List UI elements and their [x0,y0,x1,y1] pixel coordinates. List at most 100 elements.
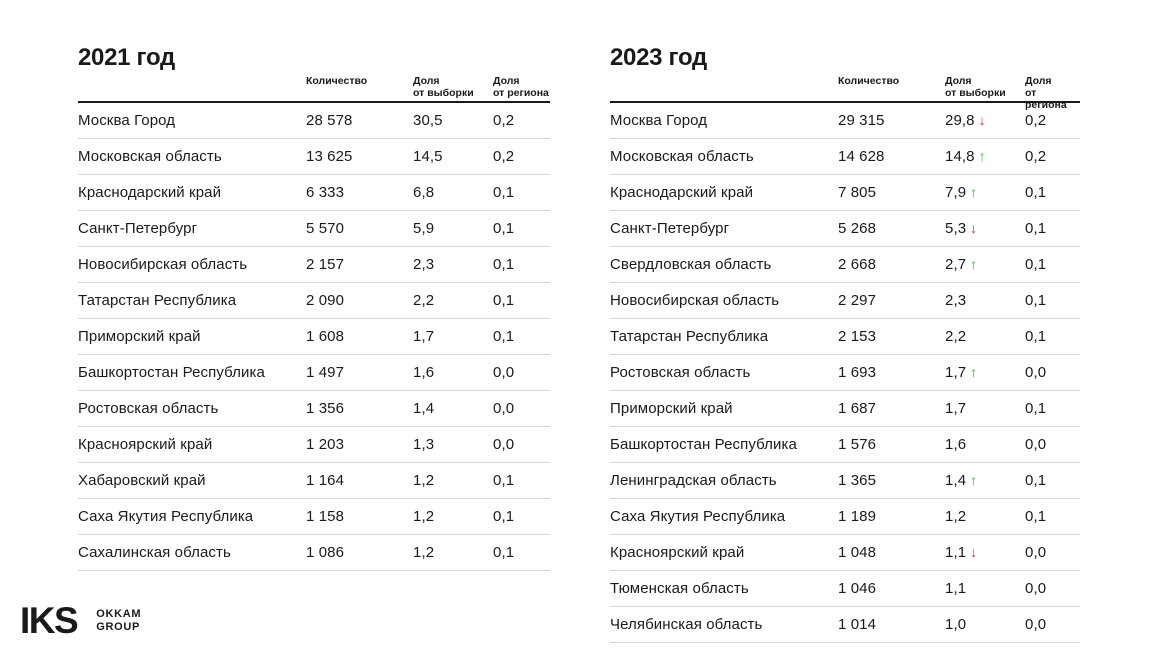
region-share-value: 0,1 [493,256,515,273]
trend-up-icon: ↑ [970,256,978,272]
share-value: 7,9 [945,184,967,201]
table-title-2023: 2023 год [610,44,707,71]
table-row: Ростовская область 1 356 1,4 0,0 [78,391,550,427]
share-value: 2,7 [945,256,967,273]
trend-up-icon: ↑ [978,148,986,164]
quantity-value: 5 268 [838,220,877,237]
region-name: Санкт-Петербург [78,220,198,237]
trend-down-icon: ↓ [970,220,978,236]
quantity-value: 1 086 [306,544,345,561]
share-value: 1,7 [945,364,967,381]
quantity-value: 2 668 [838,256,877,273]
region-share-value: 0,1 [493,508,515,525]
region-name: Ростовская область [78,400,219,417]
quantity-value: 1 164 [306,472,345,489]
region-share-value: 0,1 [1025,508,1047,525]
share-value: 1,2 [413,544,435,561]
iks-logo: IKS [20,600,79,641]
region-share-value: 0,0 [493,364,515,381]
region-name: Краснодарский край [610,184,754,201]
share-value: 1,4 [413,400,435,417]
table-row: Саха Якутия Республика 1 189 1,2 0,1 [610,499,1080,535]
column-header-share-region: Доля от региона [493,75,549,99]
column-header-share-sample: Доля от выборки [945,75,1006,99]
region-name: Новосибирская область [610,292,780,309]
quantity-value: 14 628 [838,148,885,165]
quantity-value: 2 157 [306,256,345,273]
region-name: Санкт-Петербург [610,220,730,237]
table-2023: 2023 год Количество Доля от выборки Доля… [610,44,1080,643]
region-name: Татарстан Республика [610,328,769,345]
share-value: 1,1 [945,544,967,561]
region-share-value: 0,1 [493,544,515,561]
table-row: Приморский край 1 608 1,7 0,1 [78,319,550,355]
trend-up-icon: ↑ [970,184,978,200]
share-value: 1,7 [945,400,967,417]
quantity-value: 1 497 [306,364,345,381]
quantity-value: 1 356 [306,400,345,417]
table-row: Саха Якутия Республика 1 158 1,2 0,1 [78,499,550,535]
region-share-value: 0,0 [1025,580,1047,597]
region-name: Красноярский край [78,436,213,453]
quantity-value: 1 203 [306,436,345,453]
share-value: 1,2 [945,508,967,525]
table-2021: 2021 год Количество Доля от выборки Доля… [78,44,550,571]
quantity-value: 1 608 [306,328,345,345]
table-row: Свердловская область 2 668 2,7 ↑ 0,1 [610,247,1080,283]
region-name: Башкортостан Республика [610,436,797,453]
quantity-value: 1 014 [838,616,877,633]
quantity-value: 2 153 [838,328,877,345]
share-value: 2,3 [945,292,967,309]
trend-down-icon: ↓ [978,112,986,128]
quantity-value: 1 158 [306,508,345,525]
column-header-quantity: Количество [838,75,900,87]
region-name: Новосибирская область [78,256,248,273]
share-value: 1,2 [413,508,435,525]
table-header-2021: Количество Доля от выборки Доля от регио… [78,75,550,103]
region-share-value: 0,1 [1025,220,1047,237]
table-row: Ростовская область 1 693 1,7 ↑ 0,0 [610,355,1080,391]
region-share-value: 0,1 [493,220,515,237]
table-row: Санкт-Петербург 5 268 5,3 ↓ 0,1 [610,211,1080,247]
region-name: Московская область [78,148,222,165]
region-name: Приморский край [78,328,201,345]
share-value: 1,7 [413,328,435,345]
table-row: Москва Город 29 315 29,8 ↓ 0,2 [610,103,1080,139]
share-value: 1,3 [413,436,435,453]
table-row: Башкортостан Республика 1 576 1,6 0,0 [610,427,1080,463]
quantity-value: 2 090 [306,292,345,309]
share-value: 1,1 [945,580,967,597]
quantity-value: 2 297 [838,292,877,309]
region-name: Ростовская область [610,364,751,381]
region-share-value: 0,2 [1025,112,1047,129]
region-share-value: 0,2 [493,148,515,165]
quantity-value: 1 046 [838,580,877,597]
table-body-2023: Москва Город 29 315 29,8 ↓ 0,2 Московская… [610,103,1080,643]
footer-logo: IKS OKKAM GROUP [20,602,141,640]
region-share-value: 0,2 [493,112,515,129]
region-name: Татарстан Республика [78,292,237,309]
table-row: Приморский край 1 687 1,7 0,1 [610,391,1080,427]
region-name: Москва Город [78,112,176,129]
region-name: Саха Якутия Республика [610,508,786,525]
table-row: Краснодарский край 6 333 6,8 0,1 [78,175,550,211]
table-body-2021: Москва Город 28 578 30,5 0,2 Московская … [78,103,550,571]
region-share-value: 0,1 [493,292,515,309]
share-value: 2,2 [413,292,435,309]
table-row: Новосибирская область 2 157 2,3 0,1 [78,247,550,283]
region-share-value: 0,0 [493,436,515,453]
share-value: 14,8 [945,148,975,165]
share-value: 1,6 [945,436,967,453]
table-row: Тюменская область 1 046 1,1 0,0 [610,571,1080,607]
quantity-value: 1 576 [838,436,877,453]
region-name: Ленинградская область [610,472,777,489]
region-name: Саха Якутия Республика [78,508,254,525]
share-value: 1,2 [413,472,435,489]
column-header-share-region: Доля от региона [1025,75,1067,111]
region-share-value: 0,0 [1025,436,1047,453]
region-share-value: 0,1 [493,184,515,201]
quantity-value: 29 315 [838,112,885,129]
column-header-region [610,75,838,111]
region-share-value: 0,1 [1025,328,1047,345]
